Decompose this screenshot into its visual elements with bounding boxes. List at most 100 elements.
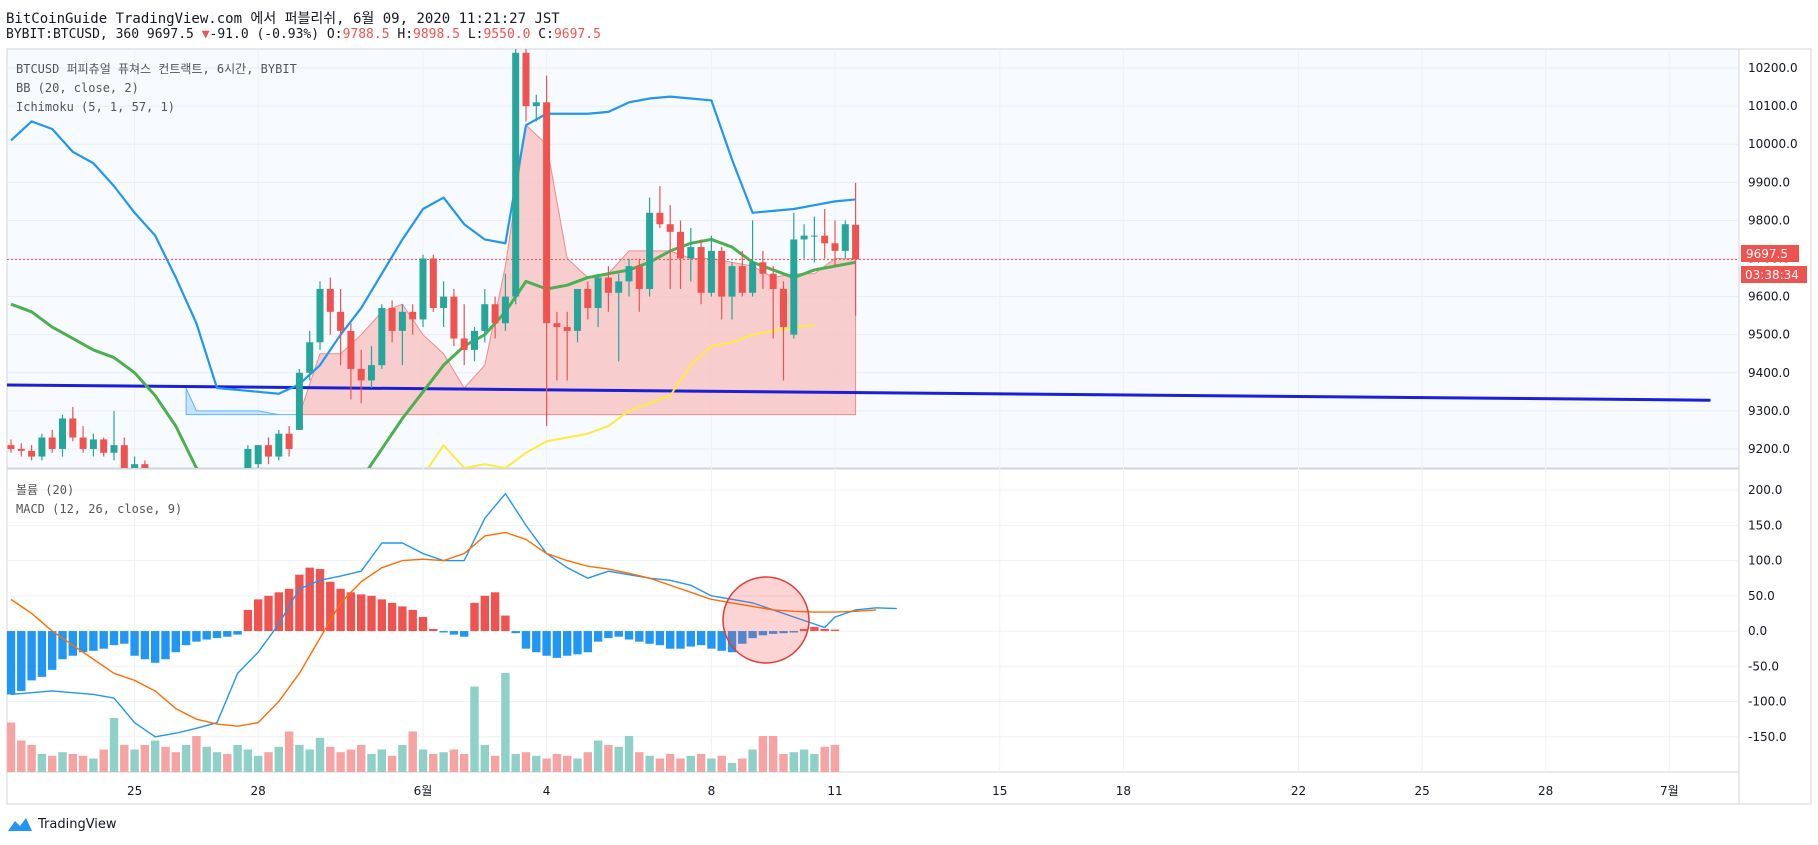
volume-bar	[470, 686, 479, 772]
candle-body[interactable]	[306, 342, 314, 373]
candle-body[interactable]	[368, 365, 375, 381]
candle-body[interactable]	[316, 288, 324, 343]
candle-body[interactable]	[491, 304, 499, 324]
candle-body[interactable]	[532, 102, 540, 107]
candle-body[interactable]	[769, 273, 777, 289]
candle-body[interactable]	[110, 445, 118, 453]
candle-body[interactable]	[471, 330, 478, 350]
candle-body[interactable]	[687, 247, 695, 259]
candle-body[interactable]	[821, 235, 829, 244]
candle-body[interactable]	[852, 224, 860, 260]
macd-histogram-bar	[326, 581, 335, 632]
candle-body[interactable]	[666, 224, 674, 232]
candle-body[interactable]	[295, 372, 303, 430]
time-tick-label: 8	[708, 784, 716, 798]
macd-histogram-bar	[490, 592, 500, 632]
candle-body[interactable]	[131, 464, 139, 468]
candle-body[interactable]	[759, 262, 767, 274]
candle-body[interactable]	[38, 437, 46, 457]
candle-body[interactable]	[28, 450, 36, 457]
candle-body[interactable]	[398, 311, 406, 331]
candle-body[interactable]	[584, 288, 592, 309]
candle-body[interactable]	[481, 304, 489, 331]
brand-label: TradingView	[38, 816, 117, 832]
candle-body[interactable]	[728, 266, 736, 297]
macd-tick-label: -50.0	[1748, 659, 1779, 673]
candle-body[interactable]	[656, 212, 664, 225]
candle-body[interactable]	[357, 368, 365, 381]
candle-body[interactable]	[718, 250, 726, 297]
volume-bar	[181, 745, 191, 772]
candle-body[interactable]	[69, 418, 77, 438]
candle-body[interactable]	[553, 323, 561, 328]
candle-body[interactable]	[59, 418, 66, 449]
candle-body[interactable]	[646, 212, 654, 289]
candle-body[interactable]	[738, 266, 746, 293]
candle-body[interactable]	[749, 262, 757, 293]
candle-body[interactable]	[429, 258, 437, 309]
candle-body[interactable]	[800, 235, 808, 240]
candle-body[interactable]	[285, 433, 293, 449]
price-tick-label: 9200.0	[1748, 442, 1790, 456]
candle-body[interactable]	[409, 311, 417, 320]
candle-body[interactable]	[265, 445, 272, 457]
candle-body[interactable]	[337, 311, 345, 331]
macd-histogram-bar	[48, 631, 57, 670]
candle-body[interactable]	[512, 52, 520, 297]
candle-body[interactable]	[543, 102, 551, 324]
candle-body[interactable]	[378, 308, 386, 366]
volume-bar	[212, 752, 222, 772]
candle-body[interactable]	[841, 224, 849, 251]
candle-body[interactable]	[79, 437, 87, 449]
volume-bar	[315, 737, 325, 772]
candle-body[interactable]	[604, 277, 612, 293]
candle-body[interactable]	[244, 448, 252, 483]
candle-body[interactable]	[594, 277, 602, 309]
volume-bar	[696, 754, 706, 772]
candle-body[interactable]	[563, 327, 571, 331]
candle-body[interactable]	[17, 448, 25, 451]
macd-histogram-bar	[820, 628, 829, 632]
price-tick-label: 10200.0	[1748, 61, 1798, 75]
candle-body[interactable]	[7, 445, 15, 449]
candle-body[interactable]	[780, 288, 787, 328]
candle-body[interactable]	[697, 247, 705, 293]
candle-body[interactable]	[120, 445, 128, 468]
candle-body[interactable]	[347, 330, 355, 369]
macd-histogram-bar	[130, 631, 139, 656]
price-axis[interactable]	[1738, 48, 1812, 805]
candle-body[interactable]	[501, 296, 509, 324]
candle-body[interactable]	[419, 258, 427, 320]
candle-body[interactable]	[707, 250, 715, 293]
candle-body[interactable]	[48, 437, 56, 449]
candle-body[interactable]	[326, 288, 334, 312]
volume-bar	[810, 754, 819, 772]
candle-body[interactable]	[450, 296, 458, 339]
candle-body[interactable]	[100, 439, 108, 453]
candle-body[interactable]	[615, 281, 623, 293]
time-tick-label: 28	[1538, 784, 1553, 798]
candle-body[interactable]	[388, 308, 396, 331]
publish-title: BitCoinGuide TradingView.com 에서 퍼블리쉬, 6월…	[6, 11, 560, 27]
candle-body[interactable]	[460, 338, 468, 350]
macd-histogram-bar	[686, 631, 695, 647]
candle-body[interactable]	[275, 433, 283, 457]
time-axis[interactable]	[6, 771, 1740, 805]
candle-body[interactable]	[440, 296, 448, 309]
candle-body[interactable]	[625, 266, 633, 282]
candle-body[interactable]	[635, 266, 643, 289]
candle-body[interactable]	[831, 243, 839, 251]
macd-histogram-bar	[17, 631, 26, 691]
macd-histogram-bar	[727, 631, 737, 653]
tradingview-logo[interactable]: TradingView	[6, 815, 117, 833]
candle-body[interactable]	[141, 464, 149, 483]
candle-body[interactable]	[790, 239, 798, 335]
candle-body[interactable]	[677, 231, 684, 259]
candle-body[interactable]	[810, 235, 818, 237]
candle-body[interactable]	[89, 439, 97, 449]
macd-histogram-bar	[748, 631, 757, 639]
candle-body[interactable]	[574, 288, 581, 331]
candle-body[interactable]	[522, 52, 530, 107]
candle-body[interactable]	[254, 445, 262, 465]
